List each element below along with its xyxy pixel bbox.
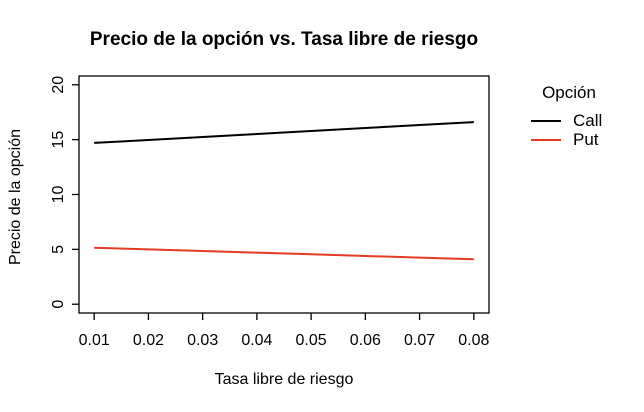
series-line-call: [94, 121, 474, 144]
y-axis-label: Precio de la opción: [7, 128, 24, 266]
x-tick-label: 0.01: [79, 332, 110, 349]
legend: Opción Call Put: [531, 83, 607, 149]
plot-box: [78, 75, 490, 314]
x-tick-label: 0.06: [350, 332, 381, 349]
legend-entry-call: Call: [531, 111, 607, 130]
legend-line-swatch: [531, 138, 561, 141]
x-tick-label: 0.05: [296, 332, 327, 349]
legend-line-swatch: [531, 119, 561, 122]
y-tick-label: 5: [50, 245, 67, 254]
x-axis-label: Tasa libre de riesgo: [214, 371, 354, 388]
chart-title: Precio de la opción vs. Tasa libre de ri…: [89, 29, 479, 50]
legend-entry-put: Put: [531, 130, 607, 149]
x-tick-label: 0.02: [133, 332, 164, 349]
legend-entry-label: Put: [573, 129, 599, 149]
y-tick-label: 0: [50, 300, 67, 309]
legend-entry-label: Call: [573, 110, 603, 130]
y-tick-label: 10: [50, 186, 67, 204]
y-tick-label: 20: [50, 76, 67, 94]
x-tick-label: 0.07: [404, 332, 435, 349]
y-tick-label: 15: [50, 131, 67, 149]
x-tick-label: 0.08: [458, 332, 489, 349]
legend-entries: Call Put: [531, 111, 607, 149]
x-tick-label: 0.03: [187, 332, 218, 349]
x-tick-label: 0.04: [241, 332, 272, 349]
series-line-put: [94, 246, 474, 261]
legend-title: Opción: [542, 83, 596, 102]
